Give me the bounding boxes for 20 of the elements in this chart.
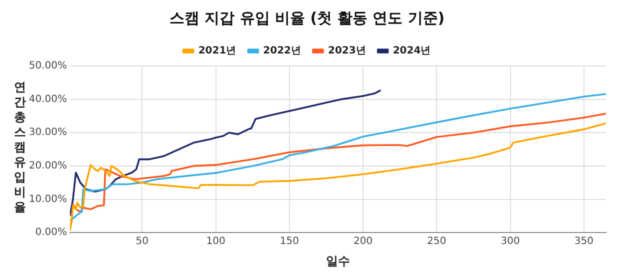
y-tick-label: 50.00% <box>28 60 67 72</box>
x-tick-label: 100 <box>206 236 226 248</box>
legend-label: 2022년 <box>263 46 302 57</box>
y-tick-label: 40.00% <box>28 94 67 105</box>
legend-label: 2021년 <box>198 46 236 57</box>
legend-label: 2024년 <box>392 46 431 57</box>
y-tick-label: 30.00% <box>28 127 67 138</box>
x-tick-label: 250 <box>427 236 446 248</box>
chart-title: 스캠 지갑 유입 비율 (첫 활동 연도 기준) <box>169 8 445 27</box>
x-tick-label: 150 <box>280 236 299 248</box>
y-tick-label: 0.00% <box>35 227 67 238</box>
legend-label: 2023년 <box>328 46 366 57</box>
y-tick-label: 10.00% <box>28 194 67 205</box>
x-tick-label: 200 <box>353 236 373 248</box>
x-tick-label: 300 <box>500 236 520 248</box>
x-tick-label: 350 <box>574 236 594 248</box>
x-tick-label: 50 <box>136 236 149 248</box>
y-tick-label: 20.00% <box>28 160 67 172</box>
x-axis-title: 일수 <box>326 254 350 268</box>
text: 연간 총 스캠 유입 비율 <box>14 80 26 214</box>
